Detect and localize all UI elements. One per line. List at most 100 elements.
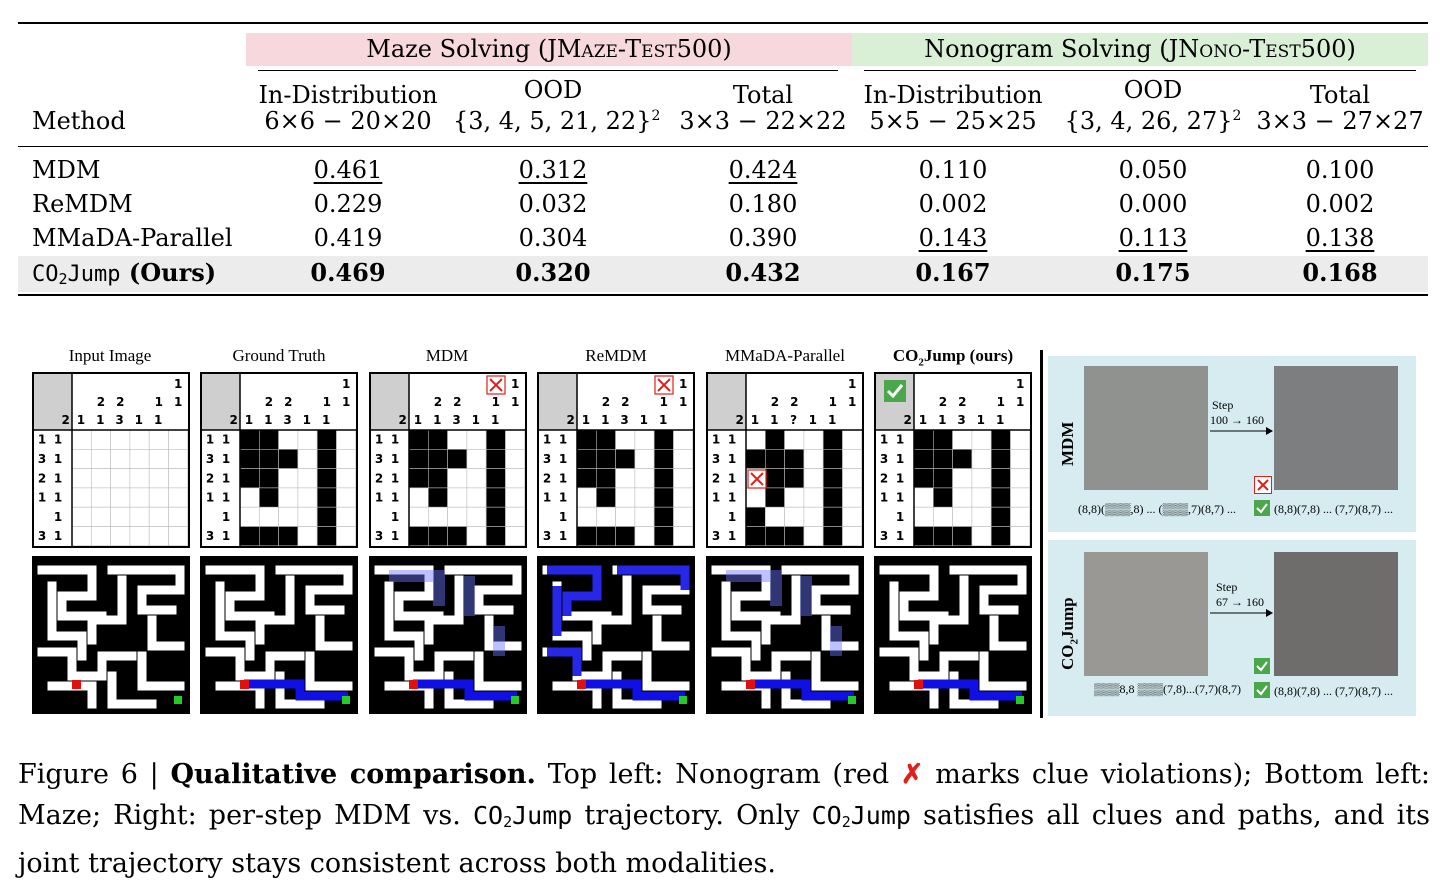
row-clue: 1 bbox=[880, 491, 888, 505]
nonogram-cell bbox=[745, 487, 766, 508]
nonogram-ground-truth-svg: 12 2 1 12 1 1 3 1 11 13 12 11 113 1 bbox=[202, 374, 356, 546]
col-clue: 1 bbox=[322, 413, 330, 427]
maze-goal bbox=[848, 696, 856, 704]
col-clue: 3 bbox=[283, 413, 291, 427]
nonogram-cell bbox=[129, 506, 150, 527]
nonogram-cell bbox=[932, 487, 953, 508]
nonogram-cell bbox=[842, 429, 862, 450]
row-clue: 1 bbox=[222, 529, 230, 543]
nonogram-cell bbox=[576, 429, 597, 450]
nonogram-cell bbox=[168, 526, 188, 546]
row-clue: 1 bbox=[543, 491, 551, 505]
col-clue: 1 bbox=[323, 395, 331, 409]
maze-remdm-svg bbox=[537, 556, 695, 714]
maze-corridor bbox=[205, 647, 305, 681]
row-clue: 1 bbox=[896, 452, 904, 466]
mdm-row-label: MDM bbox=[1058, 421, 1077, 466]
row-clue: 1 bbox=[880, 433, 888, 447]
row-clue: 1 bbox=[559, 452, 567, 466]
maze-start bbox=[746, 680, 755, 689]
nonogram-cell bbox=[595, 526, 616, 546]
nonogram-cell bbox=[447, 506, 468, 527]
nonogram-cell bbox=[278, 449, 299, 469]
maze-input-svg bbox=[32, 556, 190, 714]
row-clue: 1 bbox=[896, 433, 904, 447]
mdm-step-image-start bbox=[1084, 366, 1208, 490]
col-header-maze-id: In-Distribution 6×6 − 20×20 bbox=[258, 81, 438, 135]
clue-corner bbox=[202, 374, 240, 430]
row-clue: 1 bbox=[38, 491, 46, 505]
clue-corner bbox=[371, 374, 409, 430]
maze-corridor bbox=[215, 581, 255, 661]
nonogram-cell bbox=[913, 526, 934, 546]
maze-corridor bbox=[929, 575, 969, 645]
nonogram-cell bbox=[615, 526, 636, 546]
nonogram-cell bbox=[971, 449, 992, 469]
nonogram-mdm-svg: 12 2 1 12 1 1 3 1 11 13 12 11 113 1 bbox=[371, 374, 525, 546]
col-clue: 2 bbox=[790, 395, 798, 409]
col-clue: 1 bbox=[679, 395, 687, 409]
violation-icon-cross bbox=[657, 378, 671, 392]
maze-corridor bbox=[374, 565, 444, 621]
col-clue: 2 bbox=[398, 413, 406, 427]
nonogram-cell bbox=[952, 487, 973, 508]
nonogram-cell bbox=[764, 468, 785, 489]
col-clue: 3 bbox=[115, 413, 123, 427]
nonogram-cell bbox=[278, 429, 299, 450]
label-mmada: MMaDA-Parallel bbox=[725, 346, 845, 365]
nonogram-cell bbox=[239, 429, 260, 450]
nonogram-cell bbox=[297, 468, 318, 489]
row-clue: 1 bbox=[391, 471, 399, 485]
nonogram-cell bbox=[822, 487, 843, 508]
caption-title: Qualitative comparison. bbox=[170, 759, 536, 790]
nonogram-cell bbox=[615, 506, 636, 527]
mdm-step-label: Step bbox=[1212, 398, 1234, 412]
cell-mmada-maze-id: 0.419 bbox=[313, 224, 383, 252]
nonogram-cell bbox=[90, 449, 111, 469]
nonogram-cell bbox=[803, 468, 824, 489]
col-clue: 1 bbox=[659, 413, 667, 427]
table-bottom-rule bbox=[18, 294, 1428, 296]
row-clue: 1 bbox=[543, 433, 551, 447]
nonogram-cell bbox=[168, 449, 188, 469]
nonogram-cell bbox=[990, 487, 1011, 508]
col-clue: 2 bbox=[229, 413, 237, 427]
ours-row-label: CO2Jump bbox=[1058, 597, 1081, 670]
method-header: Method bbox=[32, 107, 126, 135]
col-clue: 1 bbox=[751, 413, 759, 427]
row-clue: 1 bbox=[896, 491, 904, 505]
nonogram-cell bbox=[673, 506, 693, 527]
nonogram-cell bbox=[466, 449, 487, 469]
col-clue: 2 bbox=[566, 413, 574, 427]
cell-ours-maze-id: 0.469 bbox=[310, 258, 386, 287]
maze-corridor bbox=[781, 565, 859, 615]
nonogram-cell bbox=[485, 526, 506, 546]
col-clue: 1 bbox=[679, 377, 687, 391]
nonogram-cell bbox=[803, 449, 824, 469]
nonogram-cell bbox=[485, 468, 506, 489]
col-clue: 1 bbox=[996, 413, 1004, 427]
nonogram-group-header: Nonogram Solving (JNono-Test500) bbox=[924, 35, 1356, 63]
nonogram-cell bbox=[110, 449, 131, 469]
nonogram-cell bbox=[653, 526, 674, 546]
label-input-image: Input Image bbox=[68, 346, 152, 365]
row-clue: 3 bbox=[543, 452, 551, 466]
nonogram-cell bbox=[90, 506, 111, 527]
col-clue: 3 bbox=[620, 413, 628, 427]
maze-corridor bbox=[205, 565, 275, 621]
row-clue: 1 bbox=[222, 433, 230, 447]
col-clue: 1 bbox=[174, 377, 182, 391]
col-clue: 1 bbox=[433, 413, 441, 427]
nonogram-cell bbox=[634, 506, 655, 527]
row-clue: 1 bbox=[206, 491, 214, 505]
nonogram-cell bbox=[71, 487, 92, 508]
maze-ground-truth-svg bbox=[200, 556, 358, 714]
cell-ours-nono-ood: 0.175 bbox=[1115, 258, 1191, 287]
nonogram-cell bbox=[842, 487, 862, 508]
maze-corridor bbox=[424, 575, 464, 645]
nonogram-mmada-svg: 12 2 1 12 1 1? 1 11 13 12 11 113 1 bbox=[708, 374, 862, 546]
row-clue: 3 bbox=[38, 452, 46, 466]
maze-corridor bbox=[137, 651, 185, 691]
maze-corridor bbox=[255, 575, 295, 645]
row-clue: 1 bbox=[222, 491, 230, 505]
